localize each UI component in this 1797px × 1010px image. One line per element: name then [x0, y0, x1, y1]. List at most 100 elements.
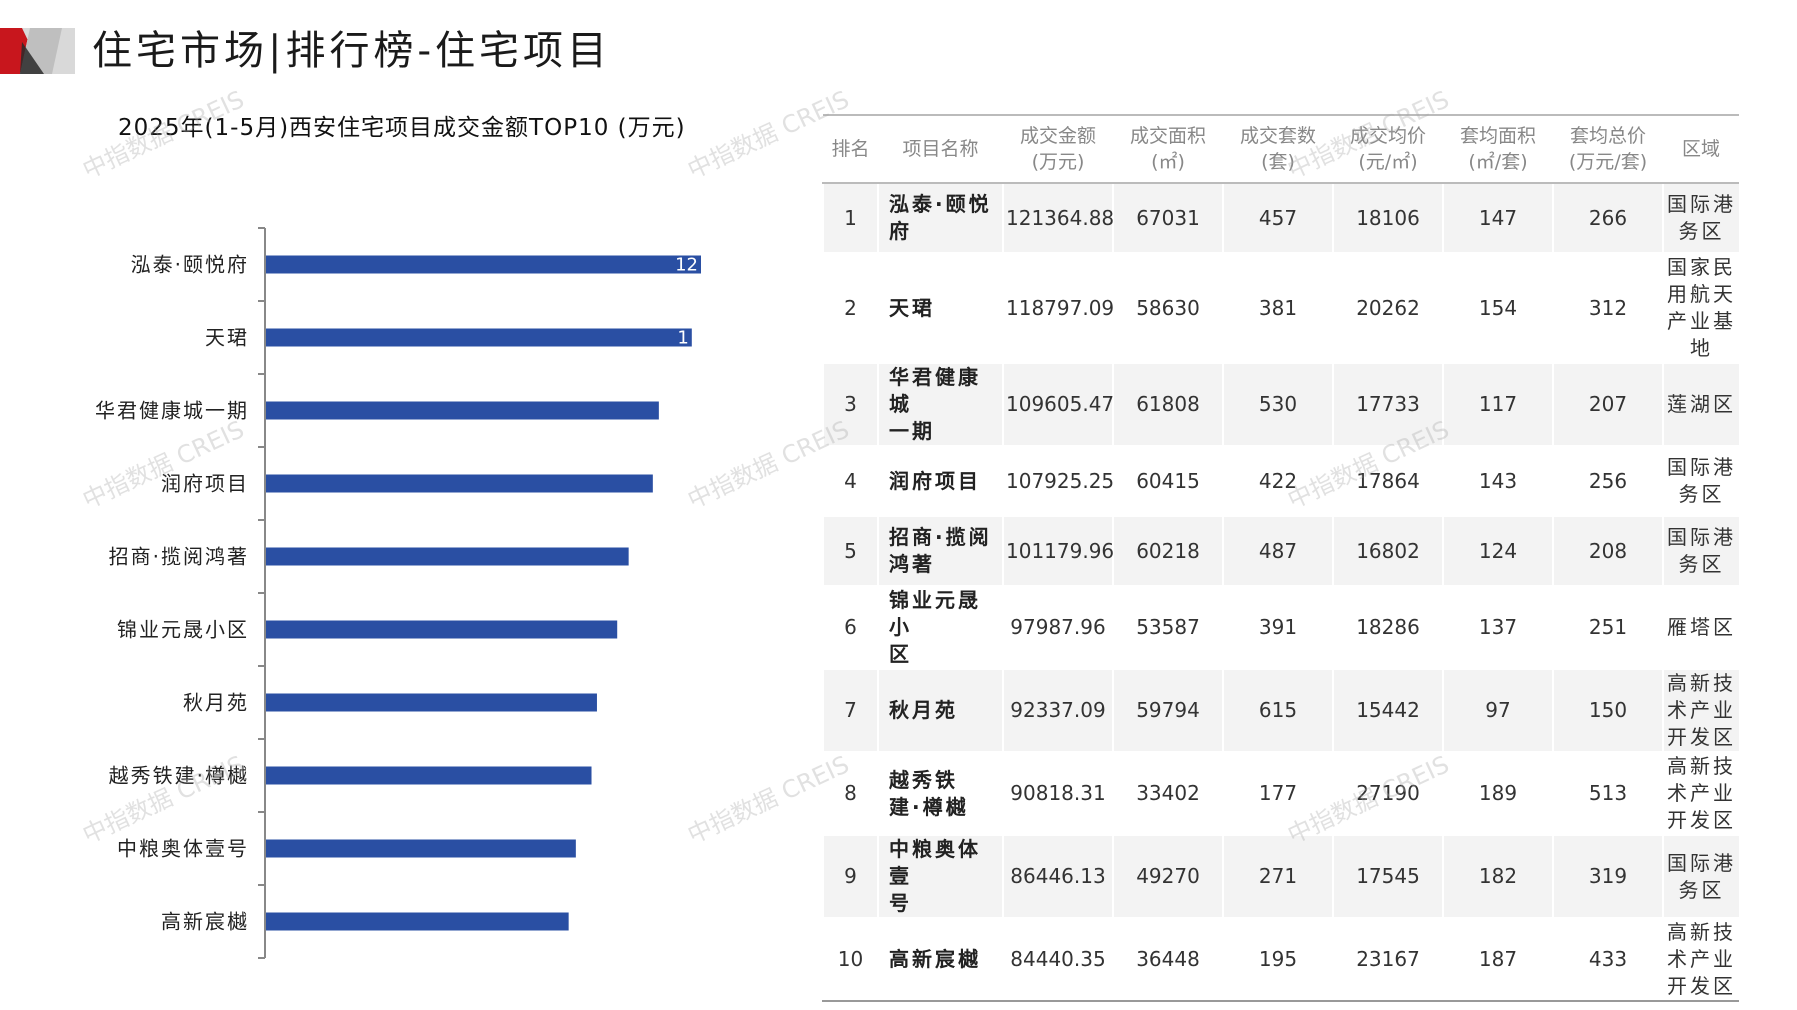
district-cell-line: 务区 — [1678, 552, 1725, 576]
avg-area-cell: 97 — [1442, 669, 1553, 753]
column-header: 套均面积 (㎡/套) — [1443, 114, 1553, 184]
table-header-row: 排名 项目名称 成交金额 (万元) 成交面积 (㎡) 成交套数 (套) 成交均价 (元/㎡) 套均面… — [823, 114, 1739, 184]
amount-cell: 92337.09 — [1002, 669, 1113, 753]
category-label: 招商·揽阅鸿著 — [109, 545, 249, 569]
district-cell-line: 国际港 — [1667, 455, 1736, 479]
brand-logo-icon — [0, 28, 75, 74]
district-cell-line: 术产业 — [1667, 781, 1736, 805]
area-cell: 53587 — [1112, 586, 1223, 670]
column-header-unit: (㎡) — [1151, 151, 1185, 173]
district-cell-line: 高新技 — [1667, 920, 1736, 944]
project-name-cell: 高新宸樾 — [877, 918, 1003, 1002]
district-cell: 雁塔区 — [1662, 586, 1739, 670]
column-header-line: 项目名称 — [902, 138, 979, 160]
rank-cell: 8 — [822, 752, 878, 836]
table-row: 9 中粮奥体壹号 86446.13 49270 271 17545 182 319 国际港 务区 — [822, 835, 1739, 919]
district-cell: 国家民 用航天 产业基地 — [1662, 253, 1739, 364]
district-cell: 莲湖区 — [1662, 363, 1739, 447]
area-cell: 58630 — [1112, 253, 1223, 364]
table-row: 4 润府项目 107925.25 60415 422 17864 143 256 国际港 务区 — [822, 446, 1739, 517]
area-cell: 61808 — [1112, 363, 1223, 447]
column-header-line: 成交均价 — [1349, 125, 1426, 147]
table-row: 8 越秀铁 建·樽樾 90818.31 33402 177 27190 189 513 高新技 术产… — [822, 752, 1739, 836]
amount-cell: 84440.35 — [1002, 918, 1113, 1002]
bar — [266, 474, 653, 493]
page-header: 住宅市场|排行榜-住宅项目 — [0, 0, 1797, 90]
project-name-cell-line: 中粮奥体壹 — [889, 837, 981, 888]
amount-cell: 118797.09 — [1002, 253, 1114, 364]
district-cell-line: 国际港 — [1667, 192, 1736, 216]
district-cell: 高新技 术产业 开发区 — [1662, 918, 1739, 1002]
district-cell-line: 务区 — [1678, 877, 1725, 902]
district-cell: 国际港 务区 — [1662, 183, 1739, 254]
project-name-cell-line: 润府项目 — [889, 468, 981, 493]
rank-cell: 10 — [822, 918, 878, 1002]
category-label: 锦业元晟小区 — [117, 618, 249, 642]
avg-area-cell: 143 — [1442, 446, 1553, 517]
table-row: 10 高新宸樾 84440.35 36448 195 23167 187 433 高新技 术产业开… — [822, 918, 1739, 1002]
district-cell-line: 国际港 — [1667, 525, 1736, 549]
avg-area-cell: 187 — [1442, 918, 1553, 1002]
column-header-line: 区域 — [1681, 138, 1720, 160]
project-name-cell: 中粮奥体壹号 — [877, 835, 1003, 919]
avg-price-cell: 16802 — [1332, 516, 1443, 587]
category-label: 中粮奥体壹号 — [117, 837, 249, 861]
avg-area-cell: 124 — [1442, 516, 1553, 587]
category-label: 高新宸樾 — [161, 910, 249, 934]
avg-price-cell: 27190 — [1332, 752, 1443, 836]
avg-total-cell: 312 — [1552, 253, 1663, 364]
project-name-cell-line: 招商·揽阅 — [889, 525, 992, 549]
units-cell: 177 — [1222, 752, 1333, 836]
category-label: 润府项目 — [161, 472, 249, 496]
avg-area-cell: 154 — [1442, 253, 1553, 364]
column-header: 排名 — [823, 114, 878, 184]
district-cell-line: 术产业 — [1667, 698, 1736, 722]
amount-cell: 86446.13 — [1002, 835, 1113, 919]
project-name-cell-line: 天珺 — [889, 295, 935, 320]
project-name-cell: 泓泰·颐悦府 — [877, 183, 1003, 254]
district-cell: 高新技 术产业 开发区 — [1662, 752, 1739, 836]
district-cell-line: 用航天 — [1667, 282, 1736, 306]
avg-area-cell: 182 — [1442, 835, 1553, 919]
project-name-cell-line: 号 — [889, 891, 912, 915]
district-cell-line: 开发区 — [1667, 974, 1736, 998]
table-row: 3 华君健康城 一期 109605.47 61808 530 17733 117 207 莲湖区 — [822, 363, 1739, 447]
column-header-unit: (万元) — [1031, 151, 1085, 173]
column-header: 项目名称 — [878, 114, 1003, 184]
table-row: 7 秋月苑 92337.09 59794 615 15442 97 150 高新技 术产业 开发区 — [822, 669, 1739, 753]
avg-total-cell: 319 — [1552, 835, 1663, 919]
district-cell-line: 高新技 — [1667, 671, 1736, 695]
avg-area-cell: 189 — [1442, 752, 1553, 836]
table-row: 2 天珺 118797.09 58630 381 20262 154 312 国家民 用航天 产业基… — [822, 253, 1739, 364]
rank-cell: 2 — [822, 253, 878, 364]
units-cell: 530 — [1222, 363, 1333, 447]
rank-cell: 1 — [822, 183, 878, 254]
amount-cell: 90818.31 — [1002, 752, 1113, 836]
avg-total-cell: 256 — [1552, 446, 1663, 517]
district-cell-line: 国家民 — [1667, 255, 1736, 279]
project-name-cell: 天珺 — [877, 253, 1003, 364]
category-label: 华君健康城一期 — [95, 399, 249, 423]
area-cell: 33402 — [1112, 752, 1223, 836]
column-header-line: 套均总价 — [1569, 125, 1646, 147]
ranking-table: 排名 项目名称 成交金额 (万元) 成交面积 (㎡) 成交套数 (套) 成交均价 (元/㎡) 套均面… — [822, 114, 1739, 1002]
category-label: 越秀铁建·樽樾 — [109, 764, 249, 788]
column-header-line: 套均面积 — [1459, 125, 1536, 147]
area-cell: 60218 — [1112, 516, 1223, 587]
avg-total-cell: 513 — [1552, 752, 1663, 836]
area-cell: 49270 — [1112, 835, 1223, 919]
rank-cell: 4 — [822, 446, 878, 517]
page-title: 住宅市场|排行榜-住宅项目 — [92, 28, 611, 74]
bar — [266, 839, 576, 858]
project-name-cell-line: 府 — [889, 219, 912, 243]
district-cell-line: 开发区 — [1667, 725, 1736, 749]
column-header-unit: (元/㎡) — [1358, 151, 1418, 173]
amount-cell: 109605.47 — [1002, 363, 1114, 447]
table-row: 1 泓泰·颐悦府 121364.88 67031 457 18106 147 266 国际港 务区 — [822, 183, 1739, 254]
project-name-cell-line: 华君健康城 — [889, 365, 981, 416]
district-cell-line: 术产业 — [1667, 947, 1736, 971]
bar — [266, 255, 701, 274]
project-name-cell: 华君健康城 一期 — [877, 363, 1003, 447]
district-cell-line: 雁塔区 — [1667, 615, 1736, 639]
project-name-cell-line: 区 — [889, 642, 912, 666]
